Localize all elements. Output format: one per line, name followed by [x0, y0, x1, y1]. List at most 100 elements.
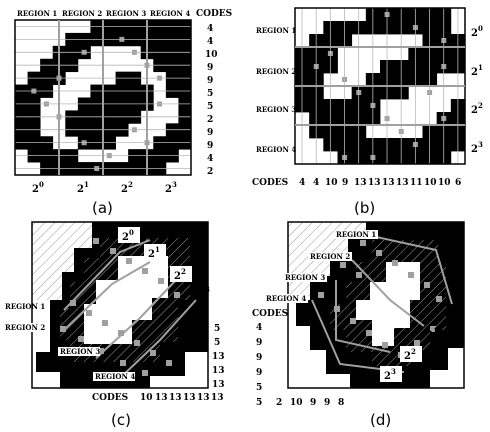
code-value: 2	[207, 167, 213, 177]
power-label: 23	[471, 140, 483, 155]
region-label: REGION 1	[336, 230, 376, 239]
power-label: 20	[32, 180, 44, 195]
code-value: 13	[396, 178, 409, 188]
region-label: REGION 1	[5, 302, 45, 311]
region-label: REGION 2	[256, 67, 296, 76]
power-label: 22	[121, 180, 133, 195]
codes-bottom: 5 2 10 9 9 8	[256, 398, 344, 408]
code-value: 11	[410, 178, 423, 188]
region-label: REGION 2	[62, 9, 102, 18]
power-label: 21	[148, 245, 160, 260]
code-value: 9	[207, 141, 213, 151]
region-label: REGION 4	[256, 145, 296, 154]
code-value: 5	[214, 338, 220, 348]
code-value: 4	[313, 178, 319, 188]
region-label: REGION 2	[5, 323, 45, 332]
code-value: 10	[325, 178, 338, 188]
code-value: 10	[424, 178, 437, 188]
code-value: 5	[214, 324, 220, 334]
code-value: 9	[207, 128, 213, 138]
code-value: 13	[382, 178, 395, 188]
region-label: REGION 4	[150, 9, 190, 18]
region-label: REGION 3	[256, 105, 296, 114]
region-label: REGION 3	[60, 347, 100, 356]
region-label: REGION 4	[266, 294, 306, 303]
codes-title: CODES	[252, 309, 288, 319]
code-value: 9	[310, 398, 316, 408]
panel-c: 20 21 22 23 REGION 1 REGION 2 REGION 3 R…	[3, 221, 225, 429]
code-value: 13	[212, 366, 225, 376]
region-label: REGION 3	[285, 273, 325, 282]
power-label: 23	[384, 367, 396, 382]
code-value: 4	[207, 37, 213, 47]
code-value: 5	[207, 89, 213, 99]
grid-c	[32, 222, 208, 388]
power-label: 21	[426, 326, 438, 341]
code-value: 9	[256, 353, 262, 363]
codes-bottom: 10 13 13 13 13 13	[140, 393, 224, 403]
caption-c: (c)	[111, 411, 131, 429]
code-value: 13	[368, 178, 381, 188]
panel-a: REGION 1 REGION 2 REGION 3 REGION 4 CODE…	[14, 9, 232, 217]
codes-title: CODES	[92, 393, 128, 403]
power-label: 22	[174, 267, 186, 282]
code-value: 2	[207, 115, 213, 125]
power-label: 22	[471, 101, 483, 116]
region-label: REGION 1	[17, 9, 57, 18]
region-label: REGION 1	[256, 26, 296, 35]
power-label: 20	[122, 228, 134, 243]
code-value: 9	[207, 63, 213, 73]
code-value: 2	[276, 398, 282, 408]
code-value: 9	[324, 398, 330, 408]
code-value: 13	[212, 380, 225, 390]
code-value: 10	[438, 178, 451, 188]
caption-d: (d)	[370, 411, 391, 429]
shape-d-inner	[356, 262, 420, 346]
code-value: 4	[299, 178, 305, 188]
caption-b: (b)	[354, 199, 375, 217]
code-value: 10	[205, 50, 218, 60]
caption-a: (a)	[92, 199, 113, 217]
code-value: 13	[169, 393, 182, 403]
code-value: 9	[256, 338, 262, 348]
region-label: REGION 3	[106, 9, 146, 18]
code-value: 4	[207, 154, 213, 164]
code-value: 13	[183, 393, 196, 403]
code-value: 9	[207, 76, 213, 86]
codes-title: CODES	[196, 9, 232, 19]
code-value: 6	[455, 178, 461, 188]
code-value: 8	[338, 398, 344, 408]
code-value: 10	[290, 398, 303, 408]
power-label: 23	[165, 180, 177, 195]
region-label: REGION 2	[310, 252, 350, 261]
codes-right: 5 5 13 13 13	[212, 324, 225, 390]
code-value: 13	[155, 393, 168, 403]
code-value: 13	[354, 178, 367, 188]
power-label: 22	[404, 347, 416, 362]
code-value: 13	[211, 393, 224, 403]
code-value: 5	[207, 102, 213, 112]
power-label: 20	[471, 24, 483, 39]
code-value: 4	[207, 24, 213, 34]
codes-left: 4 9 9 9 5	[256, 323, 262, 393]
region-label: REGION 4	[95, 372, 135, 381]
code-value: 10	[140, 393, 153, 403]
code-value: 13	[197, 393, 210, 403]
panel-b: REGION 1 REGION 2 REGION 3 REGION 4 20 2…	[252, 7, 483, 217]
power-label: 21	[77, 180, 89, 195]
code-value: 13	[212, 352, 225, 362]
code-value: 5	[256, 383, 262, 393]
power-label: 20	[450, 308, 462, 323]
code-value: 9	[342, 178, 348, 188]
power-labels: 20 21 22 23	[32, 180, 177, 195]
code-value: 4	[256, 323, 262, 333]
code-value: 5	[256, 398, 262, 408]
panel-d: REGION 1 REGION 2 REGION 3 REGION 4 CODE…	[252, 221, 465, 429]
power-label: 23	[198, 285, 210, 300]
code-value: 9	[256, 368, 262, 378]
power-label: 21	[471, 63, 483, 78]
codes-row: 4 4 10 9 13 13 13 13 11 10 10 6	[299, 178, 461, 188]
codes-title: CODES	[252, 178, 288, 188]
codes-column: 4 4 10 9 9 5 5 2 9 9 4 2	[205, 24, 218, 177]
